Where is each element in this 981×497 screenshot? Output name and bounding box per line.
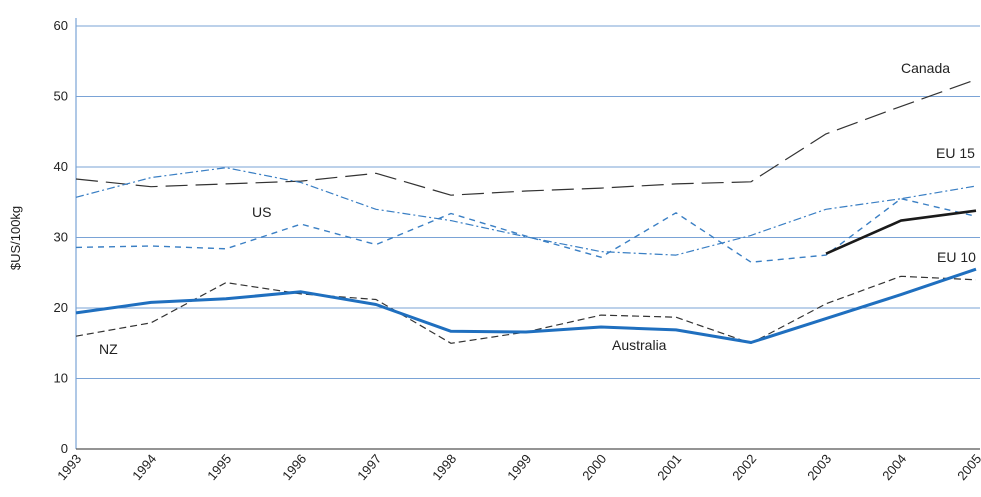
gridlines [76, 25, 980, 379]
series-line-australia [75, 267, 977, 344]
x-tick-label-1996: 1996 [279, 451, 309, 483]
x-tick-label-2004: 2004 [879, 451, 909, 483]
y-tick-label-10: 10 [54, 371, 68, 386]
x-axis: 1993 1994 1995 1996 1997 1998 1999 2000 2001 2002… [54, 448, 981, 483]
series-lines [75, 79, 977, 344]
x-tick-label-1994: 1994 [129, 451, 159, 483]
series-label-nz: NZ [99, 341, 118, 357]
y-axis: 0 10 20 30 40 50 60 [54, 18, 77, 456]
series-label-canada: Canada [901, 60, 950, 76]
y-tick-label-60: 60 [54, 18, 68, 33]
series-label-australia: Australia [612, 337, 667, 353]
series-label-eu-15: EU 15 [936, 145, 975, 161]
y-tick-label-0: 0 [61, 441, 68, 456]
x-tick-label-2005: 2005 [954, 451, 981, 483]
series-label-us: US [252, 204, 271, 220]
x-tick-label-1995: 1995 [204, 451, 234, 483]
series-line-eu-10 [825, 209, 977, 255]
x-tick-label-1997: 1997 [354, 451, 384, 483]
y-tick-label-50: 50 [54, 89, 68, 104]
series-line-us [75, 197, 977, 263]
y-tick-label-20: 20 [54, 300, 68, 315]
series-labels: Canada EU 15 US EU 10 NZ Australia [99, 60, 976, 357]
series-line-canada [75, 79, 977, 196]
x-tick-label-2000: 2000 [579, 451, 609, 483]
x-tick-label-1999: 1999 [504, 451, 534, 483]
y-tick-label-30: 30 [54, 230, 68, 245]
y-tick-label-40: 40 [54, 159, 68, 174]
x-tick-label-2001: 2001 [654, 451, 684, 483]
x-tick-label-1993: 1993 [54, 451, 84, 483]
series-label-eu-10: EU 10 [937, 249, 976, 265]
x-tick-label-1998: 1998 [429, 451, 459, 483]
x-tick-label-2003: 2003 [804, 451, 834, 483]
series-line-eu-15 [75, 167, 977, 256]
x-tick-label-2002: 2002 [729, 451, 759, 483]
y-axis-label: $US/100kg [8, 206, 23, 270]
